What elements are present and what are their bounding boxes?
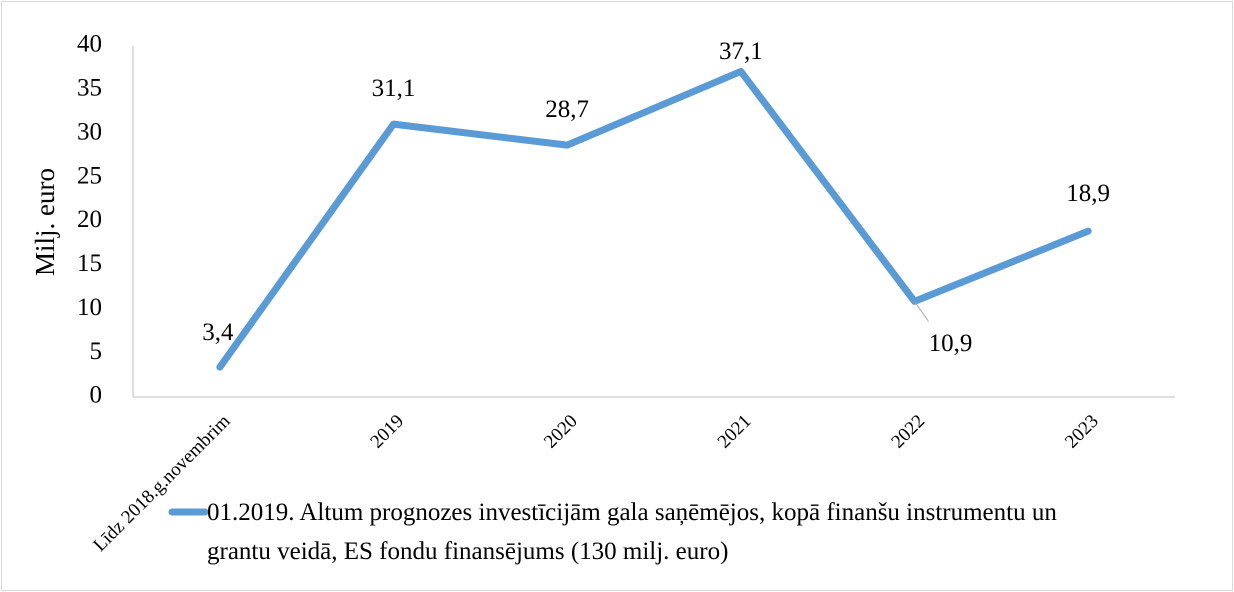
y-tick-label: 30 bbox=[77, 118, 102, 145]
data-label: 28,7 bbox=[545, 96, 589, 123]
y-tick-label: 40 bbox=[77, 31, 102, 58]
y-tick-label: 10 bbox=[77, 294, 102, 321]
y-tick-label: 5 bbox=[90, 338, 103, 365]
leader-line bbox=[914, 301, 929, 322]
y-tick-label: 0 bbox=[90, 382, 103, 409]
data-label: 10,9 bbox=[929, 330, 973, 357]
data-label: 3,4 bbox=[202, 319, 234, 346]
y-tick-label: 20 bbox=[77, 206, 102, 233]
y-tick-label: 25 bbox=[77, 162, 102, 189]
series-line bbox=[216, 67, 1092, 371]
data-label: 18,9 bbox=[1066, 180, 1110, 207]
y-tick-label: 15 bbox=[77, 250, 102, 277]
data-label: 31,1 bbox=[372, 75, 416, 102]
legend-label: 01.2019. Altum prognozes investīcijām ga… bbox=[207, 499, 1057, 565]
data-label: 37,1 bbox=[719, 38, 763, 65]
y-axis-label: Milj. euro bbox=[30, 168, 60, 276]
y-tick-label: 35 bbox=[77, 75, 102, 102]
